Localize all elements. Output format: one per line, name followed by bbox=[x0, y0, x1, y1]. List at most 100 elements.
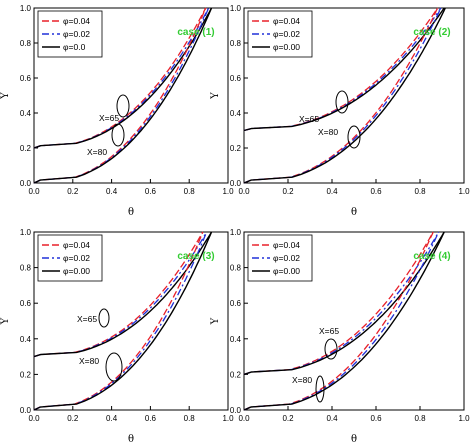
x-tick-label: 0.4 bbox=[106, 187, 118, 196]
case-label: case (4) bbox=[413, 251, 450, 262]
series-line-x65-3 bbox=[243, 231, 445, 376]
y-axis-label: Y bbox=[0, 317, 11, 325]
x-tick-label: 1.0 bbox=[458, 414, 470, 423]
y-tick-label: 0.0 bbox=[20, 179, 32, 188]
series-line-x65-1 bbox=[243, 231, 434, 376]
y-axis-label: Y bbox=[210, 317, 221, 325]
y-tick-label: 0.0 bbox=[20, 406, 32, 415]
series-line-x65-1 bbox=[243, 7, 439, 132]
legend-entry: φ=0.02 bbox=[63, 253, 90, 263]
series-line-x80-1 bbox=[243, 7, 439, 184]
x-axis-label: θ bbox=[351, 207, 357, 218]
series-line-x80-2 bbox=[33, 7, 210, 184]
x-tick-label: 0.8 bbox=[414, 414, 426, 423]
legend-entry: φ=0.00 bbox=[63, 266, 90, 276]
series-line-x80-2 bbox=[33, 231, 208, 411]
y-tick-label: 0.8 bbox=[20, 39, 32, 48]
plot-frame bbox=[243, 231, 465, 411]
series-line-x65-1 bbox=[33, 231, 204, 358]
series-line-x65-2 bbox=[33, 231, 208, 358]
y-axis-label: Y bbox=[0, 92, 11, 100]
x-tick-label: 0.0 bbox=[28, 187, 40, 196]
annotation-ellipse bbox=[116, 94, 130, 118]
legend-entry: φ=0.04 bbox=[63, 240, 90, 250]
chart-panel-2: 0.0 0.2 0.4 0.6 0.8 1.00.00.20.40.60.81.0θYX=… bbox=[210, 4, 470, 218]
y-tick-label: 0.6 bbox=[20, 74, 32, 83]
case-label: case (3) bbox=[177, 251, 214, 262]
legend-entry: φ=0.02 bbox=[273, 29, 300, 39]
legend: φ=0.04 φ=0.02 φ=0.00 bbox=[247, 234, 313, 282]
y-tick-label: 0.6 bbox=[230, 299, 242, 308]
y-tick-label: 0.8 bbox=[230, 264, 242, 273]
x-axis-label: θ bbox=[128, 207, 134, 218]
annotation-label: X=80 bbox=[292, 375, 312, 385]
series-line-x65-3 bbox=[33, 7, 213, 149]
y-tick-label: 0.0 bbox=[230, 406, 242, 415]
annotation-ellipse bbox=[324, 338, 338, 360]
annotation-ellipse bbox=[98, 308, 110, 328]
x-tick-label: 0.6 bbox=[145, 187, 157, 196]
legend: φ=0.04 φ=0.02 φ=0.00 bbox=[247, 10, 313, 58]
y-tick-label: 0.8 bbox=[230, 39, 242, 48]
x-tick-label: 1.0 bbox=[458, 187, 470, 196]
annotation-ellipse bbox=[315, 375, 325, 403]
x-tick-label: 0.8 bbox=[184, 187, 196, 196]
x-tick-label: 0.4 bbox=[326, 414, 338, 423]
legend-entry: φ=0.0 bbox=[63, 42, 86, 52]
y-tick-label: 0.8 bbox=[20, 264, 32, 273]
y-tick-label: 1.0 bbox=[20, 4, 32, 13]
y-tick-label: 0.2 bbox=[20, 370, 32, 379]
y-tick-label: 0.6 bbox=[20, 299, 32, 308]
x-tick-label: 1.0 bbox=[222, 414, 234, 423]
legend-entry: φ=0.04 bbox=[63, 16, 90, 26]
y-tick-label: 0.4 bbox=[230, 335, 242, 344]
x-tick-label: 0.6 bbox=[370, 187, 382, 196]
annotation-label: X=80 bbox=[79, 356, 99, 366]
legend-entry: φ=0.04 bbox=[273, 16, 300, 26]
x-tick-label: 0.0 bbox=[28, 414, 40, 423]
annotation-ellipse bbox=[347, 125, 361, 149]
annotation-label: X=65 bbox=[299, 114, 319, 124]
legend: φ=0.04 φ=0.02 φ=0.00 bbox=[37, 234, 103, 282]
annotation-label: X=65 bbox=[77, 314, 97, 324]
legend-entry: φ=0.04 bbox=[273, 240, 300, 250]
legend-entry: φ=0.02 bbox=[63, 29, 90, 39]
y-tick-label: 0.2 bbox=[20, 144, 32, 153]
series-line-x80-1 bbox=[33, 7, 207, 184]
x-axis-label: θ bbox=[128, 434, 134, 444]
x-tick-label: 0.6 bbox=[145, 414, 157, 423]
x-tick-label: 0.4 bbox=[106, 414, 118, 423]
annotation-ellipse bbox=[111, 123, 125, 147]
annotation-label: X=80 bbox=[318, 127, 338, 137]
chart-panel-3: 0.0 0.2 0.4 0.6 0.8 1.0 0.0 0.2 0.4 0.6 0.8 1.0 θ Y X=… bbox=[0, 228, 234, 444]
annotation-label: X=65 bbox=[99, 113, 119, 123]
y-tick-label: 1.0 bbox=[20, 228, 32, 237]
y-tick-label: 0.2 bbox=[230, 144, 242, 153]
x-tick-label: 0.2 bbox=[282, 187, 294, 196]
x-tick-label: 0.8 bbox=[184, 414, 196, 423]
x-tick-label: 0.4 bbox=[326, 187, 338, 196]
x-axis-label: θ bbox=[351, 434, 357, 444]
y-axis-label: Y bbox=[210, 92, 221, 100]
chart-panel-1: 0.0 0.2 0.4 0.6 0.8 1.0 0.0 0.2 0.4 0.6 0.8 1.0 θ Y X=… bbox=[0, 4, 234, 218]
legend-entry: φ=0.02 bbox=[273, 253, 300, 263]
y-tick-label: 1.0 bbox=[230, 4, 242, 13]
series-line-x80-3 bbox=[243, 231, 445, 411]
y-tick-label: 0.0 bbox=[230, 179, 242, 188]
legend-entry: φ=0.00 bbox=[273, 42, 300, 52]
x-tick-label: 0.0 bbox=[238, 414, 250, 423]
plot-frame bbox=[33, 7, 229, 184]
x-tick-label: 0.2 bbox=[67, 187, 79, 196]
annotation-label: X=80 bbox=[87, 147, 107, 157]
y-tick-label: 1.0 bbox=[230, 228, 242, 237]
y-tick-label: 0.4 bbox=[20, 109, 32, 118]
annotation-label: X=65 bbox=[319, 326, 339, 336]
series-line-x65-2 bbox=[243, 231, 440, 376]
plot-frame bbox=[243, 7, 465, 184]
y-tick-label: 0.4 bbox=[20, 335, 32, 344]
y-tick-label: 0.6 bbox=[230, 74, 242, 83]
x-tick-label: 0.6 bbox=[370, 414, 382, 423]
series-line-x80-1 bbox=[33, 231, 204, 411]
legend-entry: φ=0.00 bbox=[273, 266, 300, 276]
